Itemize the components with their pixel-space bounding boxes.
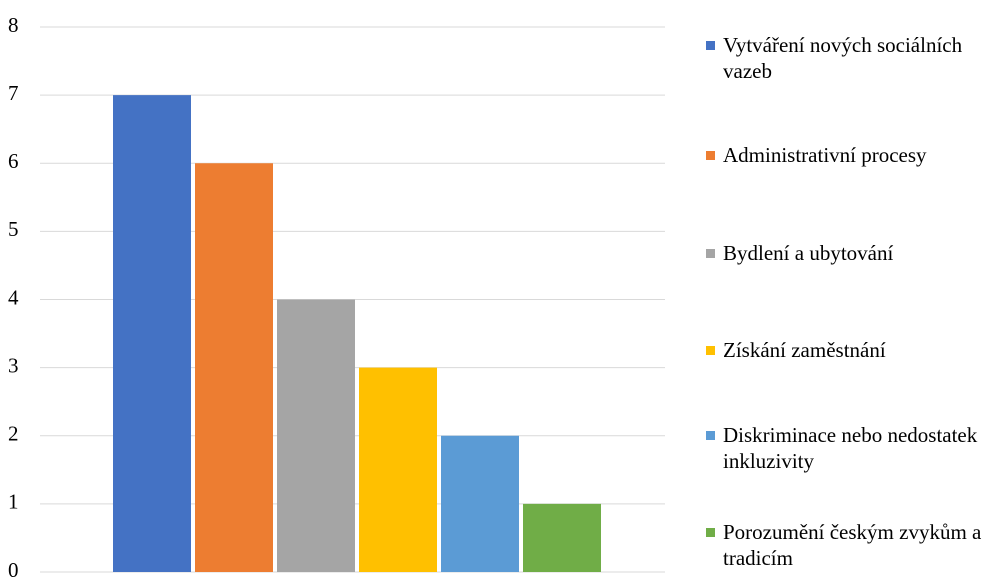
- legend-swatch: [706, 41, 715, 50]
- y-tick-label: 1: [8, 490, 19, 514]
- legend-entry: Bydlení a ubytování: [706, 240, 991, 266]
- y-tick-label: 7: [8, 81, 19, 105]
- y-tick-label: 3: [8, 353, 19, 377]
- bar: [441, 435, 519, 572]
- bar: [277, 299, 355, 572]
- bar: [195, 163, 273, 572]
- legend-swatch: [706, 528, 715, 537]
- legend-label: Administrativní procesy: [723, 143, 927, 168]
- legend-label: Porozumění českým zvykům a tradicím: [723, 520, 982, 570]
- y-tick-label: 8: [8, 13, 19, 37]
- legend-swatch: [706, 248, 715, 258]
- y-tick-label: 6: [8, 149, 19, 173]
- y-tick-label: 2: [8, 422, 19, 446]
- y-tick-label: 4: [8, 285, 19, 309]
- legend-entry: Administrativní procesy: [706, 142, 991, 168]
- legend-swatch: [706, 346, 715, 356]
- legend-entry: Diskriminace nebo nedostatek inkluzivity: [706, 422, 991, 474]
- legend-label: Získání zaměstnání: [723, 338, 886, 363]
- y-tick-label: 5: [8, 217, 19, 241]
- y-tick-label: 0: [8, 558, 19, 579]
- bar: [113, 95, 191, 572]
- legend-entry: Porozumění českým zvykům a tradicím: [706, 519, 991, 571]
- legend-entry: Získání zaměstnání: [706, 337, 991, 363]
- bar: [523, 503, 601, 572]
- legend-label: Vytváření nových sociálních vazeb: [723, 33, 963, 83]
- legend-swatch: [706, 151, 715, 161]
- bar: [359, 367, 437, 572]
- legend-entry: Vytváření nových sociálních vazeb: [706, 32, 991, 84]
- legend-label: Bydlení a ubytování: [723, 240, 894, 265]
- legend-swatch: [706, 430, 715, 440]
- legend-label: Diskriminace nebo nedostatek inkluzivity: [723, 422, 978, 473]
